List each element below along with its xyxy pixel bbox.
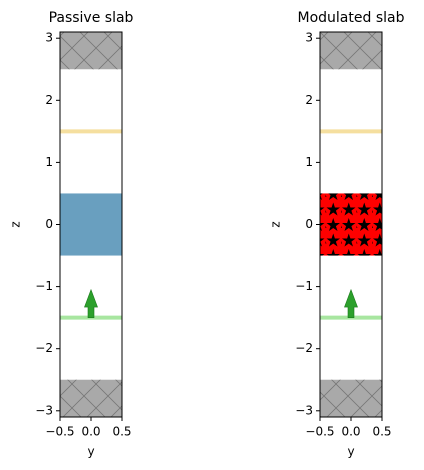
y-tick-label: 1 xyxy=(45,155,53,169)
x-tick-label: 0.0 xyxy=(81,425,100,439)
y-tick-label: −3 xyxy=(35,403,53,417)
y-tick-label: 3 xyxy=(45,31,53,45)
y-tick-label: −1 xyxy=(295,279,313,293)
axes: −0.5 0.0 0.5 −3 −2 −1 0 1 2 3 Passive slab y z xyxy=(9,10,134,459)
x-tick-label: −0.5 xyxy=(45,425,74,439)
hatch xyxy=(320,32,382,70)
x-axis-label: y xyxy=(87,445,94,459)
y-tick-label: −1 xyxy=(35,279,53,293)
source-arrow xyxy=(84,288,98,318)
y-tick-label: 1 xyxy=(305,155,313,169)
chart-title: Passive slab xyxy=(49,10,134,26)
hatch xyxy=(60,32,122,70)
x-axis-label: y xyxy=(347,445,354,459)
y-tick-label: 3 xyxy=(305,31,313,45)
y-tick-label: 0 xyxy=(45,217,53,231)
hatch xyxy=(320,379,382,417)
x-tick-label: 0.0 xyxy=(341,425,360,439)
x-tick-label: 0.5 xyxy=(372,425,391,439)
x-tick-label: 0.5 xyxy=(112,425,131,439)
y-tick-label: −3 xyxy=(295,403,313,417)
hatch xyxy=(320,193,382,256)
structure-box xyxy=(60,193,122,256)
y-axis-label: z xyxy=(269,221,283,227)
y-axis-label: z xyxy=(9,221,23,227)
y-tick-label: −2 xyxy=(295,341,313,355)
hatch xyxy=(60,379,122,417)
axes: −0.5 0.0 0.5 −3 −2 −1 0 1 2 3 Modulated slab y z xyxy=(269,10,405,459)
y-tick-label: 2 xyxy=(45,93,53,107)
y-tick-label: 2 xyxy=(305,93,313,107)
y-tick-label: 0 xyxy=(305,217,313,231)
x-tick-label: −0.5 xyxy=(305,425,334,439)
source-arrow xyxy=(344,288,358,318)
chart-title: Modulated slab xyxy=(298,10,405,26)
y-tick-label: −2 xyxy=(35,341,53,355)
